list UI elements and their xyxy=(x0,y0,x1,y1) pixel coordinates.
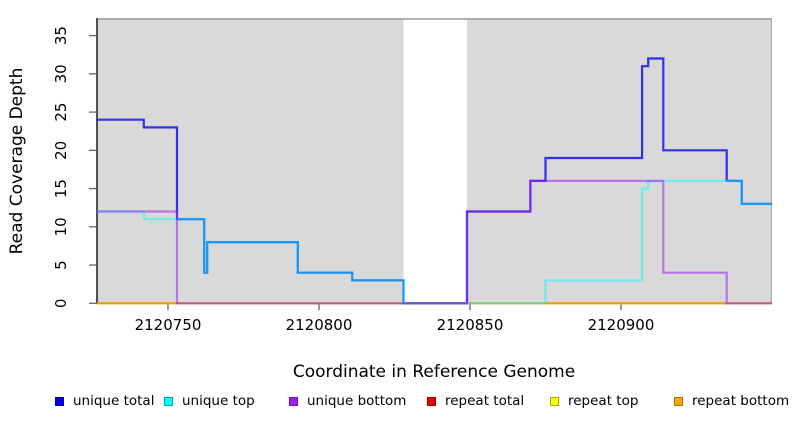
y-tick-label: 25 xyxy=(52,103,70,122)
series-line-unique-top xyxy=(97,179,772,305)
shaded-genome-region xyxy=(97,18,404,304)
legend: unique total unique top unique bottom repea… xyxy=(0,391,792,415)
legend-swatch-icon xyxy=(164,396,173,406)
legend-item-unique-total: unique total xyxy=(55,391,154,411)
legend-swatch-icon xyxy=(550,396,559,406)
plot-background-layer xyxy=(97,18,772,304)
coverage-lines-layer xyxy=(97,57,772,305)
x-tick-label: 2120900 xyxy=(588,316,655,334)
legend-label: unique top xyxy=(182,393,255,409)
legend-swatch-icon xyxy=(674,396,683,406)
y-tick-label: 5 xyxy=(52,260,70,270)
coverage-plot-canvas: 2120750 2120800 2120850 2120900 0 5 10 15 20 25 30… xyxy=(7,18,773,382)
y-tick-label: 10 xyxy=(52,217,70,236)
legend-label: unique bottom xyxy=(307,393,407,409)
legend-item-repeat-bottom: repeat bottom xyxy=(674,391,789,411)
y-tick-label: 30 xyxy=(52,64,70,83)
x-tick-label: 2120750 xyxy=(135,316,202,334)
legend-label: repeat total xyxy=(445,393,525,409)
series-line-unique-bottom xyxy=(97,179,772,305)
y-axis-title: Read Coverage Depth xyxy=(7,68,27,255)
legend-label: repeat top xyxy=(568,393,639,409)
legend-swatch-icon xyxy=(289,396,298,406)
legend-item-unique-top: unique top xyxy=(164,391,255,411)
legend-label: unique total xyxy=(73,393,155,409)
legend-item-repeat-top: repeat top xyxy=(550,391,638,411)
legend-item-unique-bottom: unique bottom xyxy=(289,391,406,411)
legend-swatch-icon xyxy=(55,396,64,406)
legend-label: repeat bottom xyxy=(692,393,790,409)
x-tick-label: 2120850 xyxy=(437,316,504,334)
y-tick-label: 20 xyxy=(52,141,70,160)
y-tick-label: 35 xyxy=(52,26,70,45)
y-tick-label: 15 xyxy=(52,179,70,198)
y-tick-label: 0 xyxy=(52,299,70,309)
shaded-genome-region xyxy=(466,18,772,304)
x-axis-title: Coordinate in Reference Genome xyxy=(293,362,575,382)
legend-swatch-icon xyxy=(427,396,436,406)
x-tick-label: 2120800 xyxy=(286,316,353,334)
legend-item-repeat-total: repeat total xyxy=(427,391,524,411)
